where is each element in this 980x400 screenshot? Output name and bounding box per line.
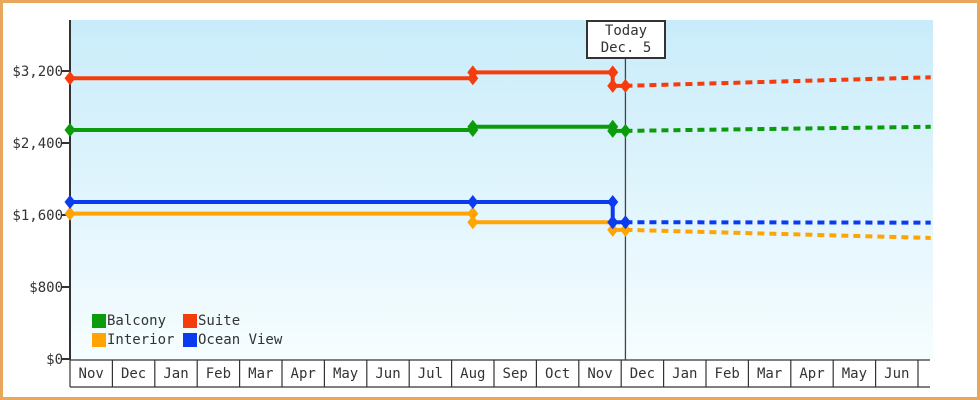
series-point-suite: [619, 78, 631, 93]
today-label: Today: [604, 23, 648, 39]
month-label: Feb: [715, 366, 740, 382]
series-point-suite: [64, 71, 76, 86]
series-forecast-line-interior: [625, 227, 931, 240]
legend-item-balcony: Balcony: [92, 312, 183, 330]
ocean-view-swatch-icon: [183, 333, 197, 347]
series-forecast-line-balcony: [625, 124, 931, 133]
month-label: Nov: [79, 366, 104, 382]
month-label: Sep: [503, 366, 528, 382]
series-point-balcony: [607, 123, 619, 138]
month-label: Oct: [545, 366, 570, 382]
interior-swatch-icon: [92, 333, 106, 347]
series-point-balcony: [467, 119, 479, 134]
legend-label-suite: Suite: [198, 313, 241, 329]
month-label: Mar: [757, 366, 782, 382]
month-label: Apr: [291, 366, 316, 382]
today-date: Dec. 5: [600, 40, 652, 56]
month-label: Jul: [418, 366, 443, 382]
series-point-ocean-view: [619, 215, 631, 230]
month-label: Jun: [884, 366, 909, 382]
series-point-ocean-view: [607, 215, 619, 230]
month-label: May: [333, 366, 358, 382]
y-axis-label: $3,200: [12, 64, 63, 80]
legend-label-ocean-view: Ocean View: [198, 332, 283, 348]
legend-item-interior: Interior: [92, 331, 183, 349]
month-label: Apr: [799, 366, 824, 382]
legend-item-suite: Suite: [183, 312, 282, 330]
series-point-interior: [607, 222, 619, 237]
series-point-ocean-view: [64, 194, 76, 209]
series-point-ocean-view: [607, 194, 619, 209]
y-axis-label: $2,400: [12, 136, 63, 152]
y-axis-label: $800: [29, 280, 63, 296]
series-point-suite: [607, 78, 619, 93]
month-label: Nov: [587, 366, 612, 382]
month-label: Jun: [375, 366, 400, 382]
series-point-interior: [64, 206, 76, 221]
series-point-suite: [467, 65, 479, 80]
month-label: Feb: [206, 366, 231, 382]
series-point-interior: [467, 206, 479, 221]
month-label: Jan: [163, 366, 188, 382]
month-label: Mar: [248, 366, 273, 382]
month-label: Aug: [460, 366, 485, 382]
chart-legend: Balcony Suite Interior Ocean View: [92, 312, 282, 349]
legend-item-ocean-view: Ocean View: [183, 331, 282, 349]
series-point-suite: [607, 65, 619, 80]
balcony-swatch-icon: [92, 314, 106, 328]
suite-swatch-icon: [183, 314, 197, 328]
month-label: Dec: [121, 366, 146, 382]
series-point-balcony: [619, 123, 631, 138]
series-point-interior: [467, 215, 479, 230]
series-point-interior: [619, 222, 631, 237]
legend-label-balcony: Balcony: [107, 313, 167, 329]
series-point-balcony: [64, 122, 76, 137]
legend-label-interior: Interior: [107, 332, 175, 348]
month-label: May: [842, 366, 867, 382]
series-point-ocean-view: [467, 194, 479, 209]
month-label: Dec: [630, 366, 655, 382]
today-annotation-box: Today Dec. 5: [586, 20, 666, 59]
month-label: Jan: [672, 366, 697, 382]
series-forecast-line-suite: [625, 75, 931, 88]
y-axis-label: $1,600: [12, 208, 63, 224]
y-axis-label: $0: [46, 352, 63, 368]
